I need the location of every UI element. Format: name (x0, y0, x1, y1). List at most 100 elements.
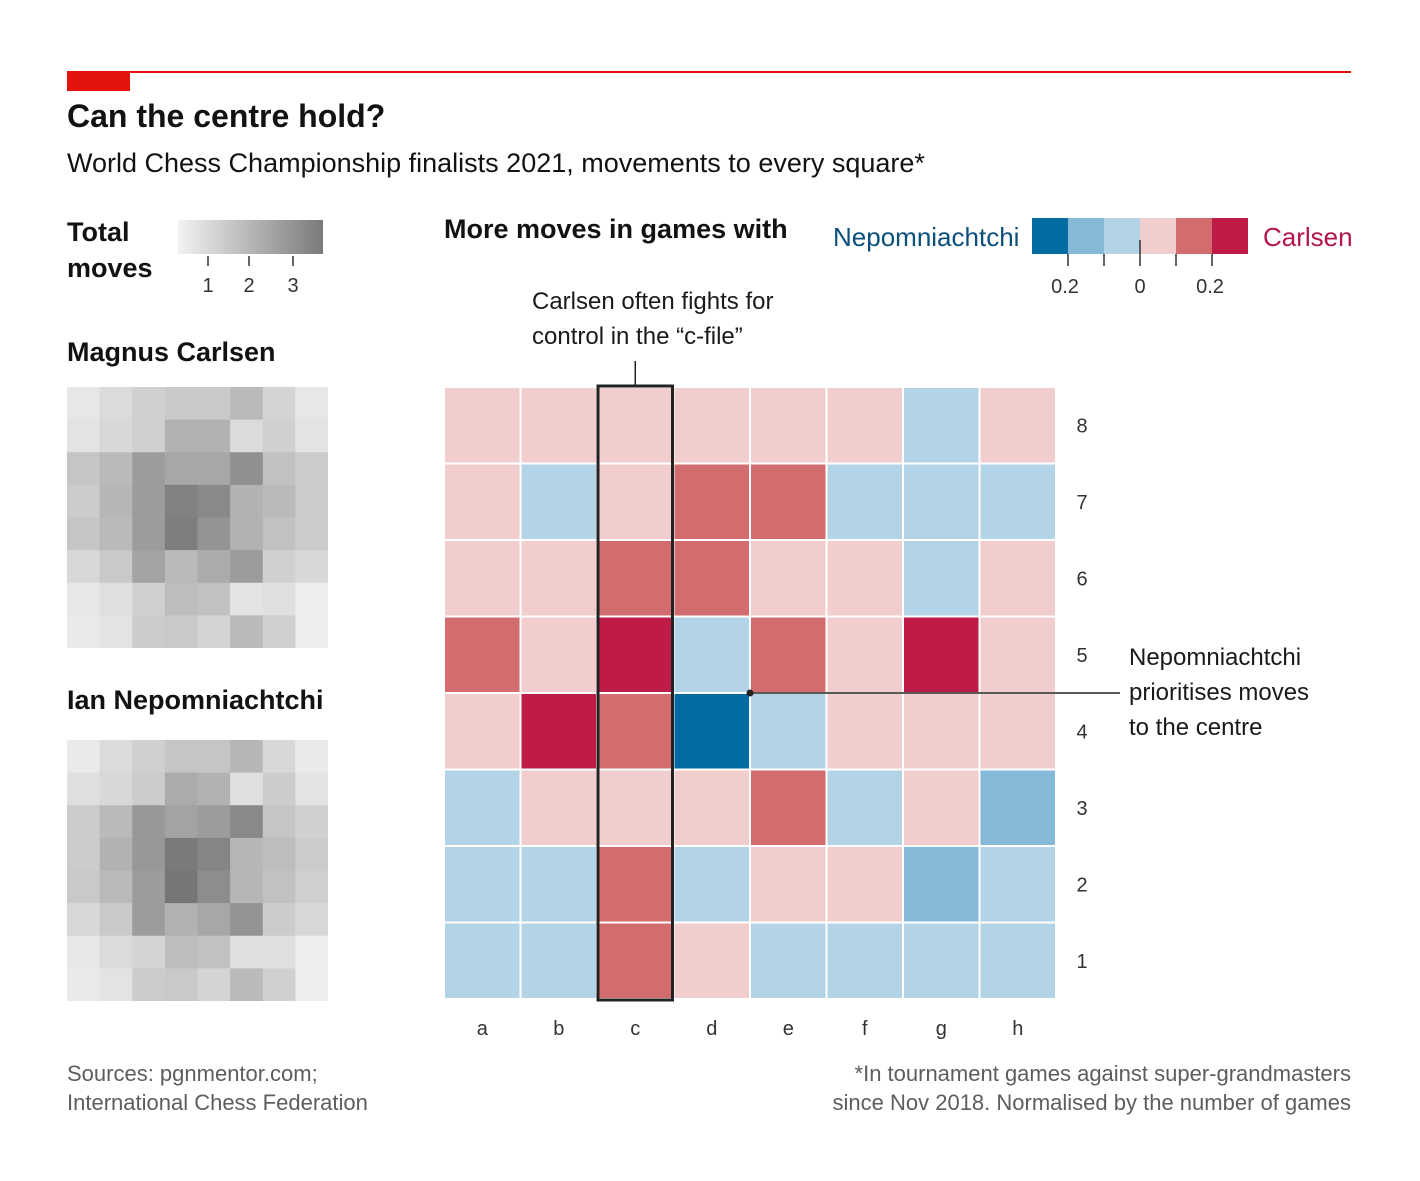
board-square-d8 (672, 386, 751, 465)
board-square-h3 (978, 768, 1057, 847)
page-title: Can the centre hold? (67, 98, 386, 134)
total-square-b1 (99, 968, 133, 1001)
board-square-g1 (902, 921, 981, 1000)
total-square-g1 (262, 968, 296, 1001)
board-square-c6 (596, 539, 675, 618)
total-square-d2 (164, 582, 198, 616)
nepomniachtchi-heading: Ian Nepomniachtchi (67, 685, 324, 715)
total-square-c3 (132, 903, 166, 937)
total-square-e5 (197, 837, 231, 871)
total-square-c6 (132, 805, 166, 839)
board-square-h2 (978, 845, 1057, 924)
board-square-h6 (978, 539, 1057, 618)
c-file-highlight (596, 384, 674, 1002)
board-square-b8 (519, 386, 598, 465)
total-square-a2 (67, 582, 101, 616)
total-square-b7 (99, 772, 133, 806)
total-square-g1 (262, 615, 296, 648)
centre-leader-dot (746, 689, 754, 697)
brand-tab (67, 71, 130, 91)
board-square-d7 (672, 462, 751, 541)
total-square-f4 (230, 870, 264, 904)
total-square-d3 (164, 903, 198, 937)
total-square-b4 (99, 870, 133, 904)
legend-swatch (1176, 218, 1212, 254)
total-square-c4 (132, 870, 166, 904)
legend-tick-label: 0 (1134, 276, 1145, 298)
total-square-d8 (164, 387, 198, 421)
board-square-c5 (596, 615, 675, 694)
board-square-a5 (443, 615, 522, 694)
total-square-c4 (132, 517, 166, 551)
total-square-b2 (99, 935, 133, 969)
sources-line: Sources: pgnmentor.com; (67, 1061, 318, 1086)
board-square-e5 (749, 615, 828, 694)
total-square-e2 (197, 935, 231, 969)
total-square-e1 (197, 615, 231, 648)
board-square-a8 (443, 386, 522, 465)
total-square-a3 (67, 903, 101, 937)
board-square-c7 (596, 462, 675, 541)
total-square-d3 (164, 550, 198, 584)
centre-annotation-line: prioritises moves (1129, 679, 1310, 706)
board-square-h4 (978, 692, 1057, 771)
rank-label: 7 (1076, 492, 1087, 514)
total-tick-label: 2 (243, 275, 254, 297)
total-square-a4 (67, 870, 101, 904)
total-square-f6 (230, 805, 264, 839)
total-square-a8 (67, 387, 101, 421)
total-square-a2 (67, 935, 101, 969)
board-square-e7 (749, 462, 828, 541)
total-square-f6 (230, 452, 264, 486)
total-square-f3 (230, 903, 264, 937)
total-square-a5 (67, 484, 101, 518)
total-square-a7 (67, 772, 101, 806)
board-square-h5 (978, 615, 1057, 694)
difference-heading: More moves in games with (444, 214, 788, 244)
total-square-b8 (99, 387, 133, 421)
total-square-h2 (295, 935, 328, 969)
total-square-c5 (132, 837, 166, 871)
board-square-g3 (902, 768, 981, 847)
c-file-annotation-line: Carlsen often fights for (532, 288, 774, 315)
total-square-c8 (132, 740, 166, 774)
board-square-f3 (825, 768, 904, 847)
total-square-h5 (295, 837, 328, 871)
total-square-c5 (132, 484, 166, 518)
carlsen-heading: Magnus Carlsen (67, 337, 276, 367)
board-square-c2 (596, 845, 675, 924)
centre-annotation-line: to the centre (1129, 714, 1263, 741)
rank-label: 3 (1076, 798, 1087, 820)
total-square-g4 (262, 517, 296, 551)
total-square-h8 (295, 387, 328, 421)
total-square-b2 (99, 582, 133, 616)
total-square-f8 (230, 740, 264, 774)
board-square-c8 (596, 386, 675, 465)
board-square-f5 (825, 615, 904, 694)
total-square-b3 (99, 550, 133, 584)
total-square-g7 (262, 772, 296, 806)
board-square-g4 (902, 692, 981, 771)
total-square-d7 (164, 772, 198, 806)
file-label: b (553, 1018, 564, 1040)
file-label: g (936, 1018, 947, 1040)
total-square-a4 (67, 517, 101, 551)
c-file-annotation: Carlsen often fights for control in the … (532, 284, 773, 354)
board-square-a6 (443, 539, 522, 618)
total-square-c6 (132, 452, 166, 486)
difference-color-legend: 0.2 0 0.2 (1032, 218, 1248, 298)
footnote-line: *In tournament games against super-grand… (854, 1061, 1351, 1086)
board-square-a7 (443, 462, 522, 541)
sources-note: Sources: pgnmentor.com; International Ch… (67, 1059, 368, 1117)
total-square-e6 (197, 452, 231, 486)
rank-label: 6 (1076, 568, 1087, 590)
sources-line: International Chess Federation (67, 1090, 368, 1115)
total-tick-label: 1 (202, 275, 213, 297)
file-label: f (862, 1018, 868, 1040)
total-square-a5 (67, 837, 101, 871)
total-square-a6 (67, 805, 101, 839)
total-square-h1 (295, 968, 328, 1001)
total-square-d2 (164, 935, 198, 969)
board-square-f4 (825, 692, 904, 771)
total-square-g6 (262, 452, 296, 486)
